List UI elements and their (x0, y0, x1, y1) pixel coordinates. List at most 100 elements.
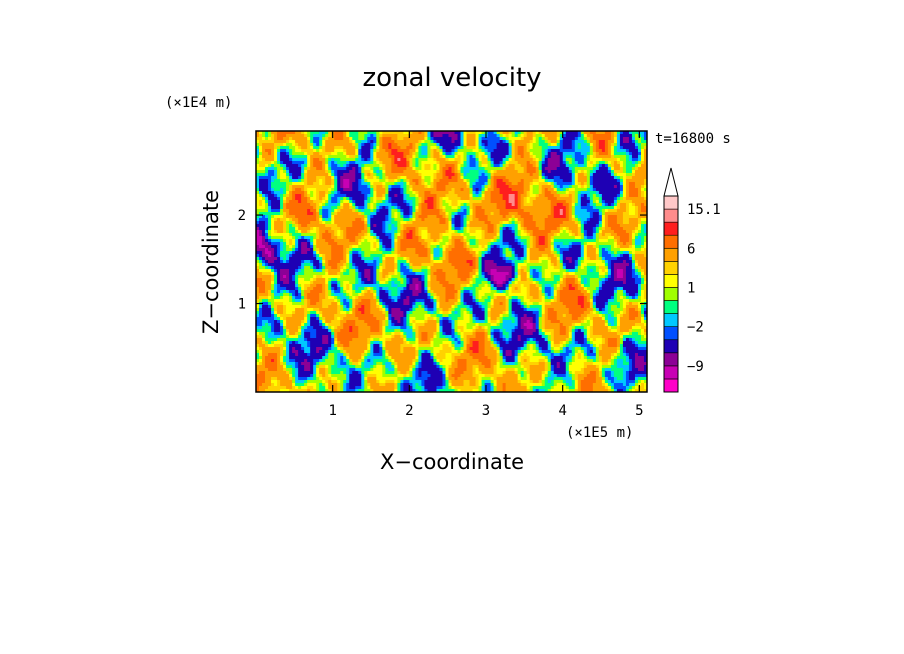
field-cell (613, 167, 618, 171)
field-cell (430, 218, 434, 222)
field-cell (493, 212, 498, 216)
field-cell (322, 236, 326, 240)
field-cell (409, 209, 413, 213)
field-cell (367, 149, 371, 153)
field-cell (613, 230, 618, 234)
field-cell (346, 185, 350, 189)
field-cell (643, 230, 648, 234)
field-cell (355, 155, 359, 159)
field-cell (490, 179, 495, 183)
field-cell (364, 200, 368, 204)
field-cell (418, 245, 422, 249)
field-cell (616, 224, 621, 228)
field-cell (526, 170, 531, 174)
field-cell (298, 188, 302, 192)
field-cell (331, 209, 335, 213)
field-cell (403, 167, 407, 171)
field-cell (571, 179, 576, 183)
field-cell (262, 182, 266, 186)
field-cell (475, 236, 479, 240)
field-cell (568, 152, 573, 156)
field-cell (346, 179, 350, 183)
field-cell (259, 239, 263, 243)
field-cell (535, 203, 540, 207)
field-cell (289, 245, 293, 249)
field-cell (379, 230, 383, 234)
field-cell (346, 182, 350, 186)
field-cell (604, 239, 609, 243)
field-cell (286, 194, 290, 198)
field-cell (517, 143, 522, 147)
field-cell (331, 206, 335, 210)
field-cell (595, 224, 600, 228)
field-cell (340, 167, 344, 171)
field-cell (445, 215, 449, 219)
field-cell (631, 137, 636, 141)
field-cell (580, 161, 585, 165)
field-cell (628, 173, 633, 177)
field-cell (334, 131, 338, 135)
field-cell (541, 188, 546, 192)
field-cell (457, 242, 461, 246)
field-cell (481, 158, 485, 162)
field-cell (319, 191, 323, 195)
field-cell (418, 203, 422, 207)
field-cell (412, 155, 416, 159)
field-cell (367, 224, 371, 228)
field-cell (571, 188, 576, 192)
field-cell (592, 176, 597, 180)
field-cell (568, 170, 573, 174)
field-cell (469, 149, 473, 153)
field-cell (361, 221, 365, 225)
field-cell (463, 242, 467, 246)
field-cell (337, 140, 341, 144)
field-cell (523, 200, 528, 204)
field-cell (454, 158, 458, 162)
field-cell (391, 245, 395, 249)
field-cell (550, 146, 555, 150)
field-cell (529, 203, 534, 207)
field-cell (262, 131, 266, 135)
field-cell (364, 221, 368, 225)
field-cell (484, 191, 488, 195)
field-cell (424, 161, 428, 165)
field-cell (637, 239, 642, 243)
field-cell (280, 161, 284, 165)
field-cell (595, 242, 600, 246)
field-cell (454, 161, 458, 165)
field-cell (562, 221, 567, 225)
field-cell (550, 173, 555, 177)
field-cell (343, 173, 347, 177)
field-cell (343, 140, 347, 144)
field-cell (433, 161, 437, 165)
field-cell (448, 197, 452, 201)
field-cell (295, 140, 299, 144)
field-cell (259, 209, 263, 213)
field-cell (619, 158, 624, 162)
field-cell (496, 158, 501, 162)
field-cell (451, 206, 455, 210)
field-cell (367, 194, 371, 198)
field-cell (403, 185, 407, 189)
field-cell (331, 164, 335, 168)
field-cell (355, 161, 359, 165)
field-cell (355, 188, 359, 192)
field-cell (421, 224, 425, 228)
field-cell (376, 176, 380, 180)
field-cell (313, 242, 317, 246)
field-cell (256, 152, 260, 156)
field-cell (619, 236, 624, 240)
field-cell (487, 209, 491, 213)
field-cell (523, 185, 528, 189)
field-cell (448, 182, 452, 186)
field-cell (568, 137, 573, 141)
field-cell (496, 173, 501, 177)
field-cell (616, 173, 621, 177)
field-cell (478, 161, 482, 165)
field-cell (619, 242, 624, 246)
field-cell (346, 155, 350, 159)
field-cell (505, 176, 510, 180)
field-cell (589, 167, 594, 171)
field-cell (628, 203, 633, 207)
field-cell (433, 215, 437, 219)
